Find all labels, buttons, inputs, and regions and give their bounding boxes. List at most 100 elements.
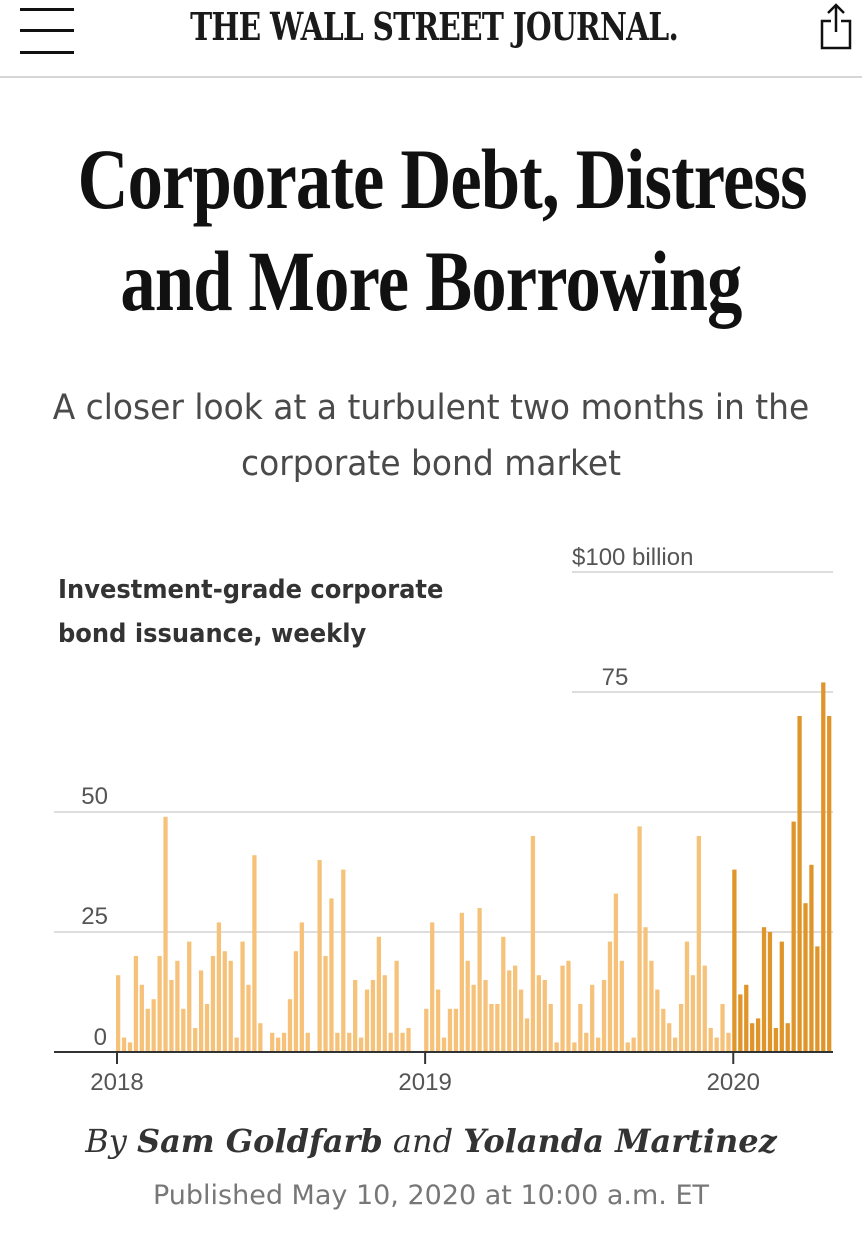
bar: [424, 1008, 429, 1052]
menu-icon[interactable]: [20, 8, 76, 54]
bar: [821, 682, 826, 1052]
bar: [116, 975, 121, 1052]
bar: [465, 960, 470, 1052]
bar: [358, 1037, 364, 1052]
bar: [157, 956, 162, 1052]
bar: [542, 980, 547, 1052]
bar: [121, 1037, 127, 1052]
bar: [643, 927, 648, 1052]
bar: [400, 1032, 405, 1052]
top-bar: THE WALL STREET JOURNAL.: [0, 0, 862, 78]
bar: [566, 960, 571, 1052]
bar: [601, 980, 607, 1052]
bar: [258, 1023, 263, 1052]
bar: [696, 836, 701, 1052]
bar: [625, 1042, 630, 1052]
bar: [483, 980, 488, 1052]
bar: [317, 860, 322, 1052]
x-tick-label: 2018: [90, 1069, 143, 1096]
bar: [595, 1037, 601, 1052]
bar: [133, 956, 139, 1052]
bar: [270, 1032, 275, 1052]
publish-date: Published May 10, 2020 at 10:00 a.m. ET: [152, 1180, 710, 1211]
x-axis: [54, 1051, 833, 1064]
bar: [370, 980, 376, 1052]
bar: [607, 941, 613, 1052]
share-icon[interactable]: [818, 2, 854, 50]
bar: [590, 984, 595, 1052]
bar: [702, 965, 707, 1052]
bar: [530, 836, 536, 1052]
bar: [785, 1023, 790, 1052]
bar: [649, 960, 654, 1052]
chart-title: Investment-grade corporate bond issuance…: [58, 575, 444, 649]
bar: [453, 1008, 459, 1052]
bar: [803, 903, 808, 1052]
bar: [175, 960, 180, 1052]
bar: [252, 855, 257, 1052]
y-tick-label: 50: [81, 783, 108, 810]
bar: [240, 941, 245, 1052]
bar: [353, 980, 358, 1052]
bar: [548, 1004, 553, 1052]
bar: [720, 1004, 725, 1052]
author-link[interactable]: Yolanda Martinez: [463, 1122, 777, 1160]
bar: [210, 956, 216, 1052]
bar: [477, 908, 482, 1052]
bar: [341, 869, 346, 1052]
bar: [584, 1032, 589, 1052]
bar: [613, 893, 619, 1052]
bar: [222, 951, 227, 1052]
bar: [228, 960, 233, 1052]
bar: [394, 960, 399, 1052]
gridlines: [54, 571, 833, 933]
byline: By Sam Goldfarb and Yolanda Martinez: [0, 1122, 862, 1160]
bar: [572, 1042, 577, 1052]
bar: [430, 922, 435, 1052]
bar: [329, 898, 334, 1052]
bar: [827, 716, 832, 1052]
bar: [347, 1032, 352, 1052]
bar: [791, 821, 796, 1052]
bar: [193, 1028, 198, 1052]
bar: [761, 927, 767, 1052]
x-tick-label: 2019: [398, 1069, 451, 1096]
issuance-chart: 0 25 50 75 $100 billion 2018 2019 2020: [54, 544, 833, 1096]
bar: [773, 1028, 779, 1052]
bar: [187, 941, 192, 1052]
bar: [536, 975, 541, 1052]
y-tick-label: 25: [81, 903, 108, 930]
bar: [435, 989, 441, 1052]
tick-labels: 0 25 50 75 $100 billion 2018 2019 2020: [81, 544, 760, 1096]
bar: [673, 1037, 678, 1052]
bar: [364, 989, 370, 1052]
bar: [507, 970, 512, 1052]
bar: [163, 816, 168, 1052]
bar: [275, 1037, 281, 1052]
headline-line-2: and More Borrowing: [120, 233, 742, 329]
headline-line-1: Corporate Debt, Distress: [77, 131, 808, 227]
author-link[interactable]: Sam Goldfarb: [136, 1122, 383, 1160]
bar: [690, 975, 696, 1052]
bar: [234, 1037, 239, 1052]
bar: [382, 975, 387, 1052]
bar: [750, 1023, 755, 1052]
bar: [151, 999, 156, 1052]
bar: [738, 994, 743, 1052]
bar: [684, 941, 690, 1052]
bar: [518, 989, 524, 1052]
x-tick-label: 2020: [707, 1069, 760, 1096]
byline-prefix: By: [85, 1122, 137, 1160]
bar: [667, 1023, 672, 1052]
bar: [139, 984, 144, 1052]
bar: [678, 1004, 684, 1052]
bar: [299, 922, 304, 1052]
dek: A closer look at a turbulent two months …: [52, 388, 810, 484]
bar: [578, 1004, 583, 1052]
bar: [169, 980, 174, 1052]
bars: [116, 682, 832, 1052]
bar: [755, 1018, 761, 1052]
bar: [809, 864, 814, 1052]
bar: [619, 960, 624, 1052]
masthead-logo[interactable]: THE WALL STREET JOURNAL.: [190, 4, 679, 49]
